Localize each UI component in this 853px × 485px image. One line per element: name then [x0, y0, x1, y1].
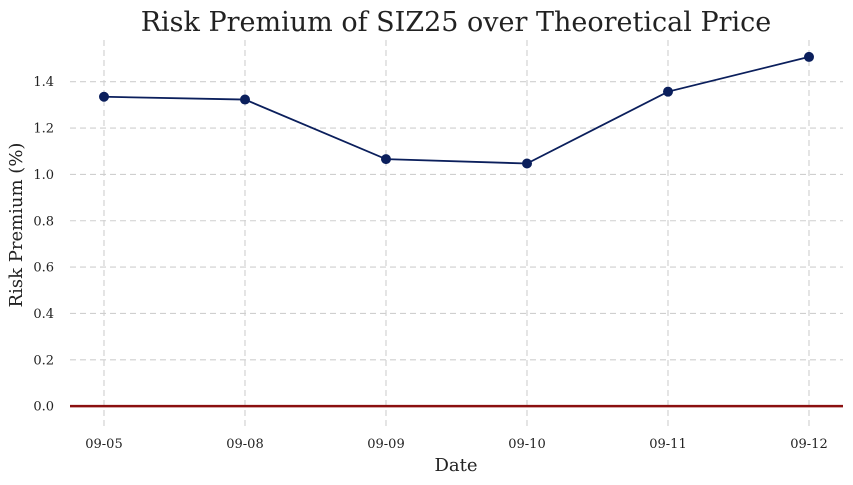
data-point-09-12: [804, 51, 814, 62]
series-layer: [99, 51, 814, 169]
data-point-09-09: [381, 154, 391, 165]
y-tick-label-1.2: 1.2: [33, 122, 54, 137]
y-tick-layer: 0.0 0.2 0.4 0.6 0.8 1.0 1.2 1.4: [33, 75, 54, 414]
y-tick-label-0.2: 0.2: [33, 353, 54, 368]
y-tick-label-0.6: 0.6: [33, 261, 54, 276]
data-point-09-10: [522, 158, 532, 169]
x-axis-label: Date: [434, 455, 477, 476]
x-tick-label-09-10: 09-10: [508, 437, 545, 452]
data-point-09-08: [240, 94, 250, 105]
series-line-0: [103, 56, 810, 165]
data-point-09-05: [99, 91, 109, 102]
x-tick-label-09-05: 09-05: [85, 437, 122, 452]
x-tick-layer: 09-05 09-08 09-09 09-10 09-11 09-12: [85, 437, 827, 452]
y-tick-label-1.0: 1.0: [33, 168, 54, 183]
data-point-09-11: [663, 86, 673, 97]
x-tick-label-09-11: 09-11: [649, 437, 686, 452]
y-tick-label-0.8: 0.8: [33, 214, 54, 229]
x-tick-label-09-08: 09-08: [226, 437, 263, 452]
y-tick-label-1.4: 1.4: [33, 75, 54, 90]
chart-title: Risk Premium of SIZ25 over Theoretical P…: [141, 7, 772, 38]
x-tick-label-09-09: 09-09: [367, 437, 404, 452]
y-tick-label-0.0: 0.0: [33, 400, 54, 415]
y-tick-label-0.4: 0.4: [33, 307, 54, 322]
x-tick-label-09-12: 09-12: [790, 437, 827, 452]
y-axis-label: Risk Premium (%): [6, 143, 27, 308]
